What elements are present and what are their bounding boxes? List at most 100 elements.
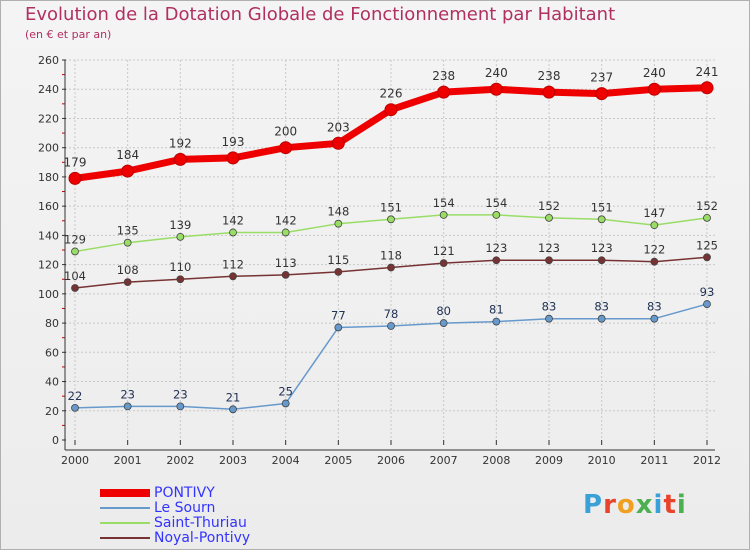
legend-label: Saint-Thuriau xyxy=(154,514,247,531)
data-point xyxy=(331,136,345,150)
data-point xyxy=(597,215,606,224)
data-label: 81 xyxy=(489,303,504,317)
data-point xyxy=(334,323,343,332)
data-label: 110 xyxy=(169,260,191,274)
data-point xyxy=(545,256,553,265)
data-label: 113 xyxy=(275,256,297,270)
label-layer: 104 108 110 112 113 115 118 121 123 123 123 122 125 1… xyxy=(64,65,719,405)
data-point xyxy=(650,221,659,230)
axis-layer: 0 20 40 60 80 100 120 140 160 180 200 220 240 260 2000… xyxy=(38,54,721,467)
data-point xyxy=(650,314,659,323)
data-label: 154 xyxy=(485,196,507,210)
y-tick-label: 20 xyxy=(45,405,59,418)
x-tick-label: 2008 xyxy=(482,454,510,467)
chart-title: Evolution de la Dotation Globale de Fonc… xyxy=(25,4,616,25)
data-point xyxy=(489,82,503,96)
data-point xyxy=(334,219,343,228)
data-point xyxy=(281,228,290,237)
y-tick-label: 60 xyxy=(45,346,59,359)
legend-swatch xyxy=(100,506,150,509)
data-label: 80 xyxy=(436,304,451,318)
data-point xyxy=(71,247,79,256)
legend-item: PONTIVY xyxy=(100,484,250,501)
data-point xyxy=(439,259,448,268)
data-label: 115 xyxy=(327,253,349,267)
legend-swatch xyxy=(100,536,150,539)
data-label: 200 xyxy=(274,125,297,139)
data-point xyxy=(650,257,659,266)
data-point xyxy=(176,402,185,411)
data-point xyxy=(71,284,79,292)
y-tick-label: 80 xyxy=(45,317,59,330)
chart-subtitle: (en € et par an) xyxy=(25,28,112,41)
data-label: 241 xyxy=(696,65,719,79)
data-point xyxy=(123,402,132,411)
data-point xyxy=(387,322,395,330)
data-point xyxy=(71,403,79,412)
data-label: 147 xyxy=(643,206,665,220)
x-tick-label: 2006 xyxy=(377,454,405,467)
data-label: 104 xyxy=(64,269,86,283)
data-point xyxy=(387,215,395,224)
data-label: 192 xyxy=(169,136,192,150)
logo-letter: i xyxy=(653,490,664,520)
y-tick-label: 200 xyxy=(38,142,59,155)
data-label: 93 xyxy=(700,285,715,299)
data-label: 22 xyxy=(68,389,83,403)
data-label: 148 xyxy=(327,205,349,219)
data-point xyxy=(597,256,606,265)
data-point xyxy=(384,103,398,117)
data-point xyxy=(597,314,606,323)
data-point xyxy=(545,213,553,222)
y-tick-label: 220 xyxy=(38,112,59,125)
data-label: 240 xyxy=(643,66,666,80)
y-tick-label: 140 xyxy=(38,229,59,242)
data-label: 83 xyxy=(542,300,557,314)
y-tick-label: 240 xyxy=(38,83,59,96)
y-tick-label: 100 xyxy=(38,288,59,301)
x-tick-label: 2004 xyxy=(272,454,300,467)
data-label: 179 xyxy=(64,155,87,169)
data-label: 23 xyxy=(173,387,188,401)
data-label: 121 xyxy=(433,244,455,258)
series-layer xyxy=(68,81,714,414)
data-label: 129 xyxy=(64,232,86,246)
legend-item: Le Sourn xyxy=(100,500,250,516)
x-tick-label: 2012 xyxy=(693,454,721,467)
legend-item: Saint-Thuriau xyxy=(100,514,250,531)
data-point xyxy=(281,270,290,279)
data-label: 112 xyxy=(222,257,244,271)
data-point xyxy=(492,256,501,265)
data-label: 122 xyxy=(643,243,665,257)
logo-letter: r xyxy=(603,490,617,520)
data-point xyxy=(229,228,237,237)
y-tick-label: 40 xyxy=(45,376,59,389)
data-point xyxy=(279,141,293,155)
data-label: 193 xyxy=(222,135,245,149)
data-label: 151 xyxy=(380,200,402,214)
data-label: 142 xyxy=(275,213,297,227)
x-tick-label: 2005 xyxy=(324,454,352,467)
data-label: 184 xyxy=(116,148,139,162)
data-point xyxy=(229,405,237,414)
y-tick-label: 180 xyxy=(38,171,59,184)
legend: PONTIVY Le Sourn Saint-Thuriau Noyal-Pontiv… xyxy=(100,484,250,546)
x-tick-label: 2000 xyxy=(61,454,89,467)
data-label: 83 xyxy=(647,300,662,314)
data-label: 151 xyxy=(591,200,613,214)
data-label: 125 xyxy=(696,238,718,252)
legend-label: PONTIVY xyxy=(154,484,215,501)
logo-letter: i xyxy=(676,490,687,520)
data-point xyxy=(542,85,556,99)
data-point xyxy=(439,319,448,327)
data-point xyxy=(68,171,82,185)
data-label: 154 xyxy=(433,196,455,210)
data-point xyxy=(226,151,240,165)
data-point xyxy=(121,164,135,178)
x-tick-label: 2003 xyxy=(219,454,247,467)
data-point xyxy=(703,253,711,262)
logo-letter: x xyxy=(635,490,654,520)
data-label: 78 xyxy=(384,307,399,321)
data-point xyxy=(492,211,501,219)
data-label: 83 xyxy=(594,300,609,314)
